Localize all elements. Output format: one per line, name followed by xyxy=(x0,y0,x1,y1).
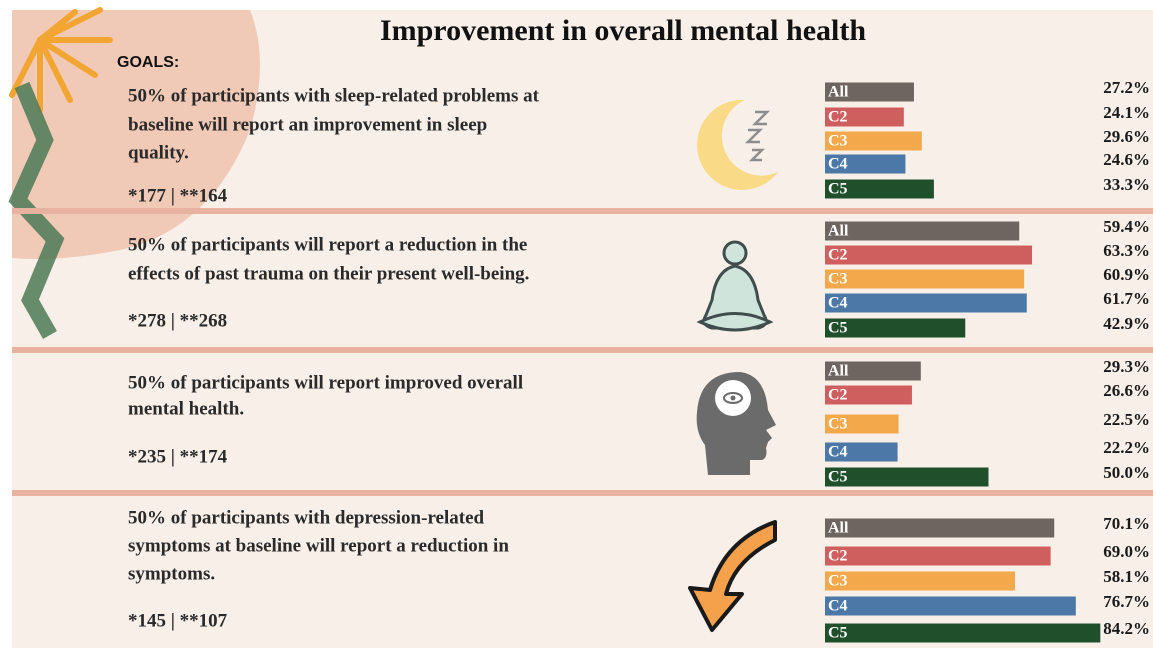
value-label: 84.2% xyxy=(1103,619,1150,638)
value-label: 33.3% xyxy=(1103,175,1150,194)
head-icon xyxy=(696,372,776,475)
goal-text: 50% of participants with sleep-related p… xyxy=(128,85,540,106)
arrow-icon xyxy=(688,520,777,632)
value-label: 76.7% xyxy=(1103,592,1150,611)
bar-category: C2 xyxy=(828,109,848,126)
value-label: 27.2% xyxy=(1103,78,1150,97)
bar-category: C5 xyxy=(828,181,848,198)
goal-text: baseline will report an improvement in s… xyxy=(128,114,487,135)
separator xyxy=(12,347,1153,353)
participant-counts: *278 | **268 xyxy=(128,310,227,331)
participant-counts: *177 | **164 xyxy=(128,185,228,206)
bar-category: C4 xyxy=(828,598,848,615)
bar-category: C2 xyxy=(828,548,848,565)
bar xyxy=(825,221,1020,241)
bar-category: C3 xyxy=(828,573,848,590)
bar xyxy=(825,293,1027,313)
goals-label: GOALS: xyxy=(117,54,179,71)
bar xyxy=(825,107,904,127)
meditation-icon xyxy=(696,240,774,332)
bar xyxy=(825,269,1025,289)
bar-category: C5 xyxy=(828,625,848,642)
value-label: 58.1% xyxy=(1103,567,1150,586)
bar-category: C4 xyxy=(828,295,848,312)
goal-text: effects of past trauma on their present … xyxy=(128,263,529,284)
goal-text: 50% of participants with depression-rela… xyxy=(128,507,485,528)
value-label: 63.3% xyxy=(1103,241,1150,260)
value-label: 69.0% xyxy=(1103,542,1150,561)
bar xyxy=(825,596,1076,616)
bar xyxy=(825,318,966,338)
bar xyxy=(825,82,914,102)
bar xyxy=(825,442,898,462)
bar xyxy=(825,623,1101,643)
bar-category: All xyxy=(828,223,849,240)
value-label: 24.1% xyxy=(1103,103,1150,122)
bar-category: C5 xyxy=(828,320,848,337)
value-label: 59.4% xyxy=(1103,217,1150,236)
value-label: 22.2% xyxy=(1103,438,1150,457)
goal-text: mental health. xyxy=(128,398,244,419)
goal-text: 50% of participants will report improved… xyxy=(128,372,523,393)
page-title: Improvement in overall mental health xyxy=(380,14,866,47)
bar-category: C3 xyxy=(828,133,848,150)
blob xyxy=(12,10,260,259)
bar xyxy=(825,571,1015,591)
bar-category: C3 xyxy=(828,271,848,288)
sun xyxy=(9,7,113,113)
goal-text: quality. xyxy=(128,142,189,163)
bar-category: C2 xyxy=(828,247,848,264)
value-label: 29.6% xyxy=(1103,127,1150,146)
value-label: 50.0% xyxy=(1103,463,1150,482)
separator xyxy=(12,208,1153,214)
participant-counts: *235 | **174 xyxy=(128,446,228,467)
bar xyxy=(825,179,934,199)
value-label: 70.1% xyxy=(1103,514,1150,533)
bar-category: All xyxy=(828,84,849,101)
bar-category: C3 xyxy=(828,416,848,433)
bar xyxy=(825,518,1055,538)
participant-counts: *145 | **107 xyxy=(128,610,228,631)
bar-category: C4 xyxy=(828,444,848,461)
value-label: 24.6% xyxy=(1103,150,1150,169)
bar xyxy=(825,154,906,174)
goal-text: symptoms. xyxy=(128,563,215,584)
goal-text: symptoms at baseline will report a reduc… xyxy=(128,535,509,556)
bar-category: All xyxy=(828,520,849,537)
value-label: 61.7% xyxy=(1103,289,1150,308)
goal-text: 50% of participants will report a reduct… xyxy=(128,234,527,255)
bar xyxy=(825,245,1032,265)
value-label: 29.3% xyxy=(1103,357,1150,376)
bar xyxy=(825,361,921,381)
value-label: 26.6% xyxy=(1103,381,1150,400)
value-label: 22.5% xyxy=(1103,410,1150,429)
bar-category: All xyxy=(828,363,849,380)
bar xyxy=(825,414,899,434)
separator xyxy=(12,490,1153,496)
moon-icon xyxy=(697,99,778,190)
value-label: 42.9% xyxy=(1103,314,1150,333)
squiggle xyxy=(8,81,65,339)
bar-category: C4 xyxy=(828,156,848,173)
bar xyxy=(825,385,912,405)
bar xyxy=(825,467,989,487)
bar xyxy=(825,131,922,151)
bar-category: C5 xyxy=(828,469,848,486)
bar xyxy=(825,546,1051,566)
bar-category: C2 xyxy=(828,387,848,404)
value-label: 60.9% xyxy=(1103,265,1150,284)
